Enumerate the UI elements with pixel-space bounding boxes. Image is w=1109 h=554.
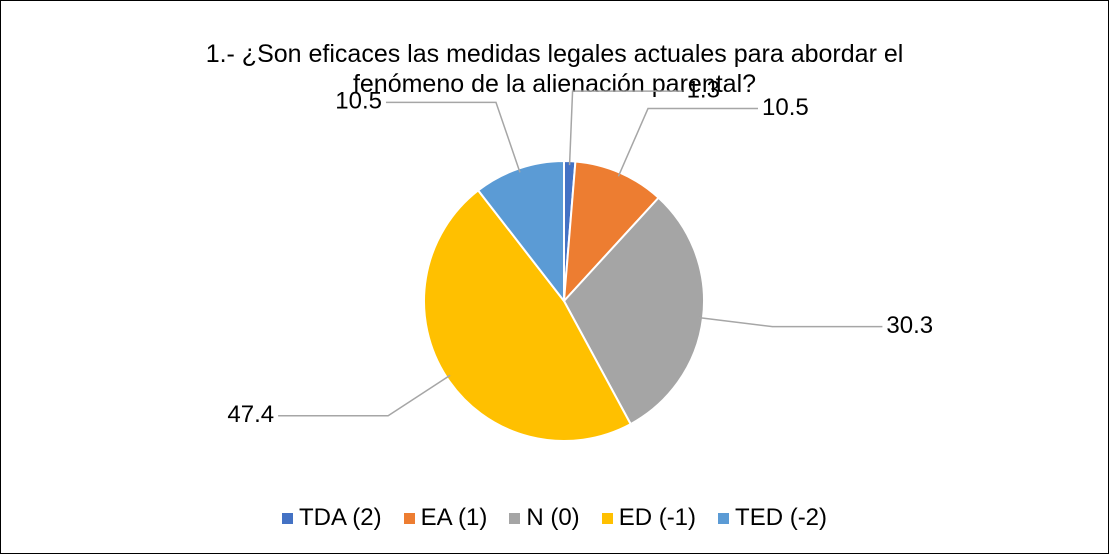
legend-label: TED (-2) [735,504,828,531]
data-label: 10.5 [762,94,809,121]
legend-item: ED (-1) [601,504,697,532]
leader-line [278,374,451,417]
legend-item: TED (-2) [718,504,827,532]
legend-swatch [403,512,415,524]
leader-line [385,101,521,173]
data-label: 30.3 [886,312,933,339]
title-box: 1.- ¿Son eficaces las medidas legales ac… [1,39,1108,99]
leader-line [617,107,759,177]
legend-label: EA (1) [420,504,488,531]
legend-item: EA (1) [403,504,488,532]
legend-item: TDA (2) [281,504,382,532]
legend-label: N (0) [526,504,580,531]
data-label: 10.5 [335,88,382,115]
legend-swatch [281,512,293,524]
data-label: 47.4 [227,401,274,428]
leader-line [568,90,683,166]
legend-swatch [509,512,521,524]
chart-title: 1.- ¿Son eficaces las medidas legales ac… [205,40,904,98]
legend-swatch [718,512,730,524]
legend: TDA (2) EA (1) N (0) ED (-1) TED (-2) [1,504,1108,532]
legend-swatch [601,512,613,524]
legend-label: ED (-1) [618,504,697,531]
leader-line [698,316,883,328]
legend-item: N (0) [509,504,580,532]
data-label: 1.3 [687,77,720,104]
legend-label: TDA (2) [298,504,382,531]
